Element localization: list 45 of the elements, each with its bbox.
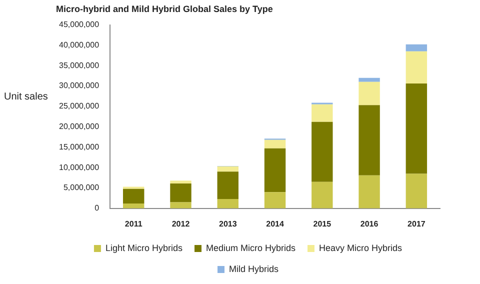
bar [217,199,238,208]
y-tick-label: 15,000,000 [58,142,100,152]
bar [312,122,333,182]
y-tick-label: 10,000,000 [58,162,100,172]
x-tick-label: 2011 [124,219,143,228]
bar [406,51,428,84]
bar [123,188,144,204]
y-tick-label: 30,000,000 [58,81,100,90]
y-tick-label: 25,000,000 [58,102,100,111]
bar [406,84,428,174]
x-tick-label: 2016 [360,219,379,228]
y-tick-label: 40,000,000 [58,40,100,50]
bar [358,175,380,208]
x-tick-label: 2017 [408,219,426,228]
bar [123,204,144,208]
y-axis-title: Unit sales [4,91,48,102]
bar [406,44,428,52]
x-tick-label: 2015 [313,219,332,228]
x-tick-label: 2012 [172,219,190,228]
legend-label: Light Micro Hybrids [105,242,183,253]
legend-label: Medium Micro Hybrids [206,242,296,253]
y-tick-label: 5,000,000 [63,183,100,192]
legend-label: Heavy Micro Hybrids [319,242,403,253]
x-tick-label: 2013 [218,219,238,228]
bar [312,104,333,122]
bar [312,182,333,208]
bar [217,166,238,172]
bar [264,148,286,192]
y-tick-label: 20,000,000 [58,122,100,132]
y-tick-label: 45,000,000 [58,20,100,30]
x-tick-label: 2014 [266,219,284,228]
y-tick-label: 35,000,000 [58,60,100,70]
bar [358,78,380,82]
bar [358,82,380,106]
bar [217,172,238,200]
y-tick-label: 0 [94,204,100,213]
bar [406,174,428,208]
bar [264,192,286,208]
bar [264,140,286,148]
bar [358,105,380,176]
legend-label: Mild Hybrids [228,264,280,274]
bar [170,202,192,208]
bar [170,184,192,202]
bar [170,180,192,184]
chart-title: Micro-hybrid and Mild Hybrid Global Sales by Type [56,4,273,14]
